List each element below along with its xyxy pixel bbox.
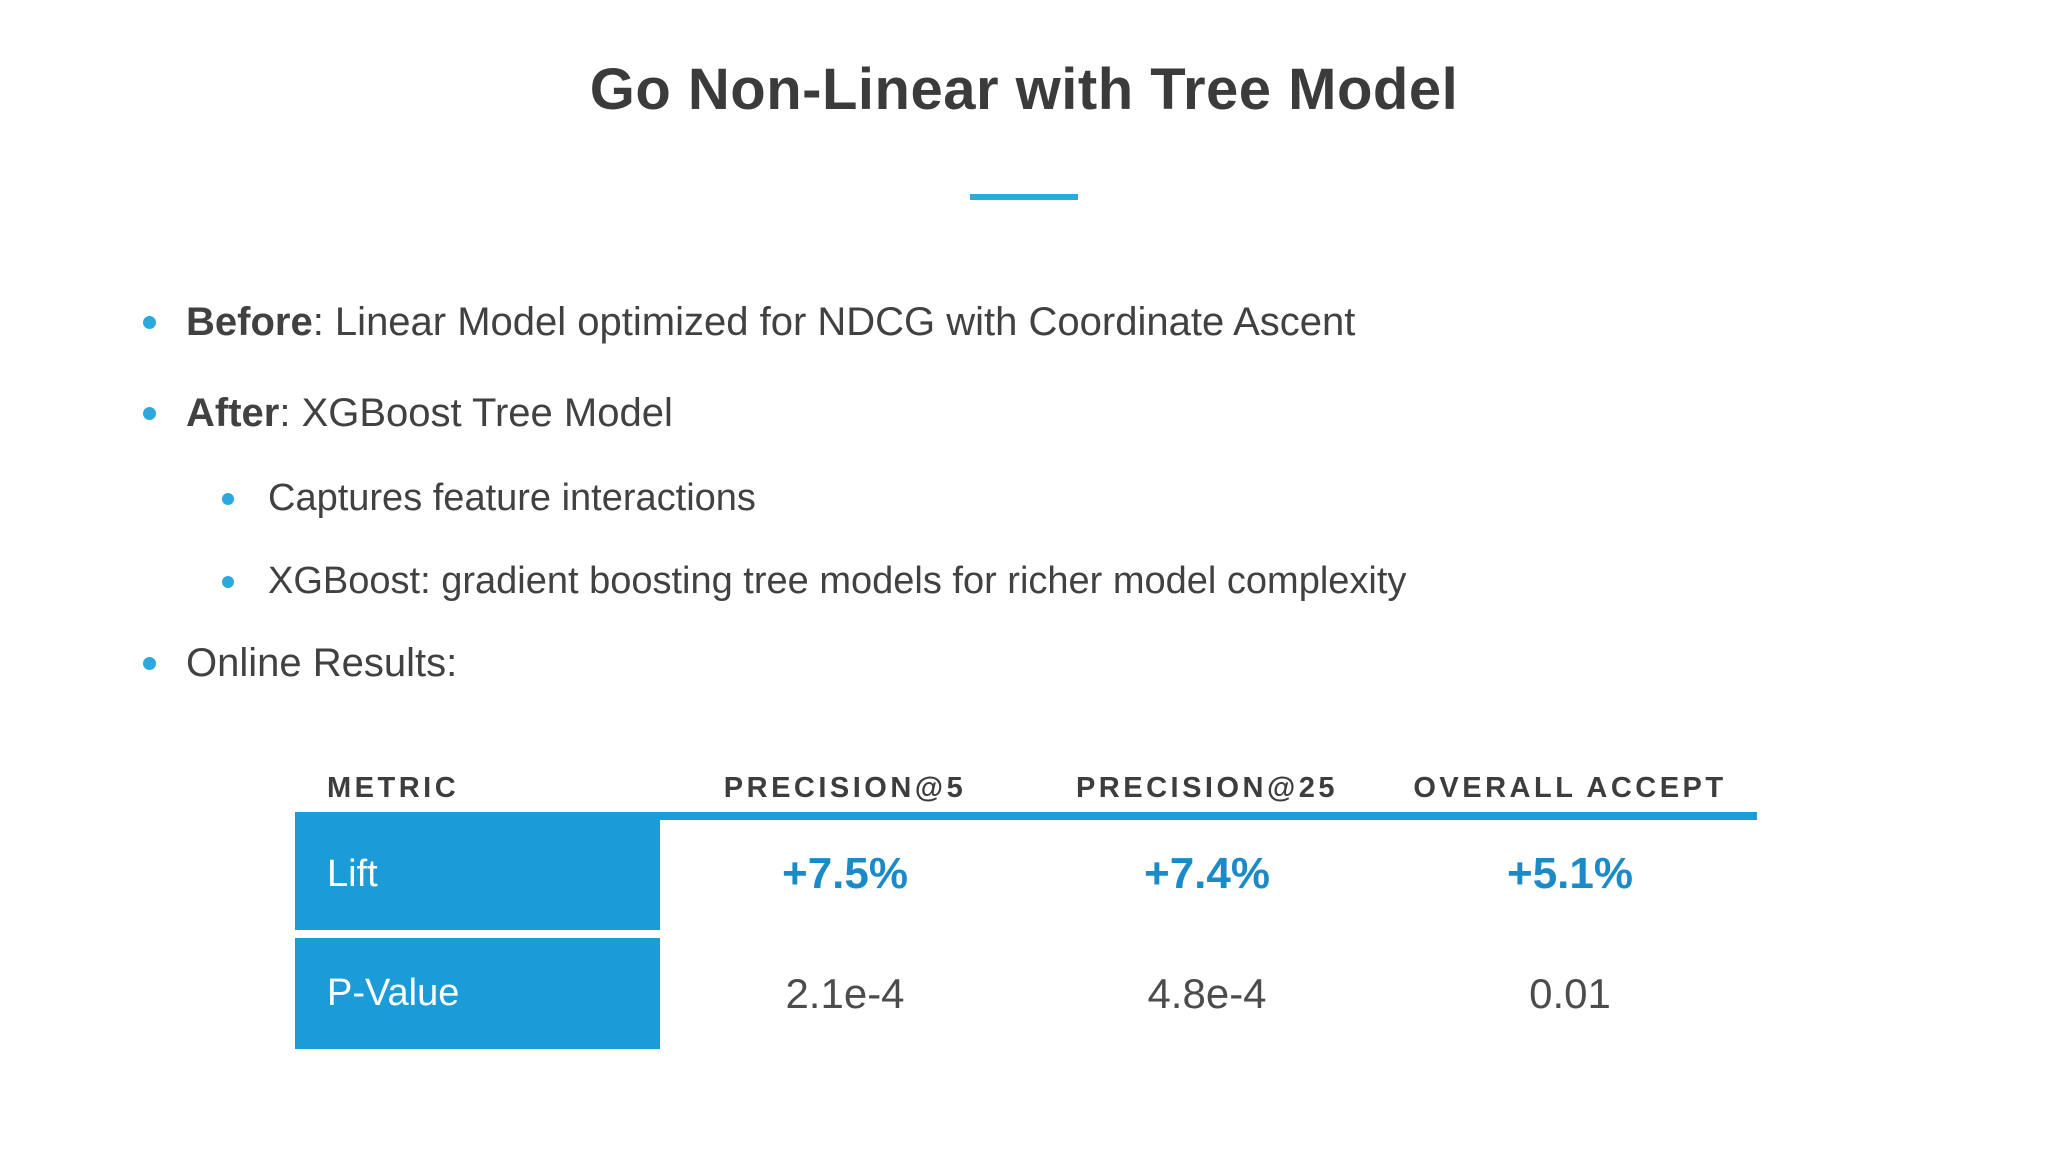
bullet-before-text: : Linear Model optimized for NDCG with C… bbox=[312, 300, 1356, 344]
bullet-after: After: XGBoost Tree Model bbox=[143, 389, 673, 437]
table-header-precision-25: PRECISION@25 bbox=[1075, 772, 1339, 804]
bullet-before-bold: Before bbox=[186, 300, 313, 344]
bullet-dot-icon bbox=[143, 407, 156, 420]
bullet-xgboost-text: XGBoost: gradient boosting tree models f… bbox=[268, 560, 1407, 602]
lift-precision5-value: +7.5% bbox=[782, 849, 908, 898]
lift-overall-accept-value: +5.1% bbox=[1507, 849, 1633, 898]
lift-precision25-value: +7.4% bbox=[1144, 849, 1270, 898]
bullet-before: Before: Linear Model optimized for NDCG … bbox=[143, 298, 1355, 346]
bullet-captures-interactions: Captures feature interactions bbox=[222, 474, 756, 522]
bullet-after-text: : XGBoost Tree Model bbox=[279, 391, 673, 435]
pvalue-overall-accept-value: 0.01 bbox=[1529, 970, 1611, 1017]
bullet-dot-icon bbox=[222, 493, 234, 505]
pvalue-label: P-Value bbox=[327, 972, 460, 1014]
slide-title: Go Non-Linear with Tree Model bbox=[589, 57, 1459, 122]
table-header-rule bbox=[295, 812, 1757, 820]
bullet-after-bold: After bbox=[186, 391, 280, 435]
table-header-precision-5: PRECISION@5 bbox=[723, 772, 967, 804]
bullet-dot-icon bbox=[143, 657, 156, 670]
pvalue-precision5-value: 2.1e-4 bbox=[785, 970, 905, 1017]
bullet-online-results: Online Results: bbox=[143, 639, 457, 687]
table-row-label-pvalue: P-Value bbox=[295, 938, 660, 1049]
title-underline-rule bbox=[970, 194, 1078, 200]
bullet-captures-text: Captures feature interactions bbox=[268, 477, 756, 519]
lift-label: Lift bbox=[327, 852, 378, 895]
bullet-dot-icon bbox=[222, 576, 234, 588]
pvalue-precision25-value: 4.8e-4 bbox=[1147, 970, 1267, 1017]
table-header-overall-accept: OVERALL ACCEPT bbox=[1413, 772, 1727, 804]
table-header-metric: METRIC bbox=[327, 772, 460, 804]
table-row-label-lift: Lift bbox=[295, 818, 660, 930]
bullet-dot-icon bbox=[143, 316, 156, 329]
bullet-online-results-text: Online Results: bbox=[186, 641, 458, 685]
bullet-xgboost-description: XGBoost: gradient boosting tree models f… bbox=[222, 557, 1406, 605]
